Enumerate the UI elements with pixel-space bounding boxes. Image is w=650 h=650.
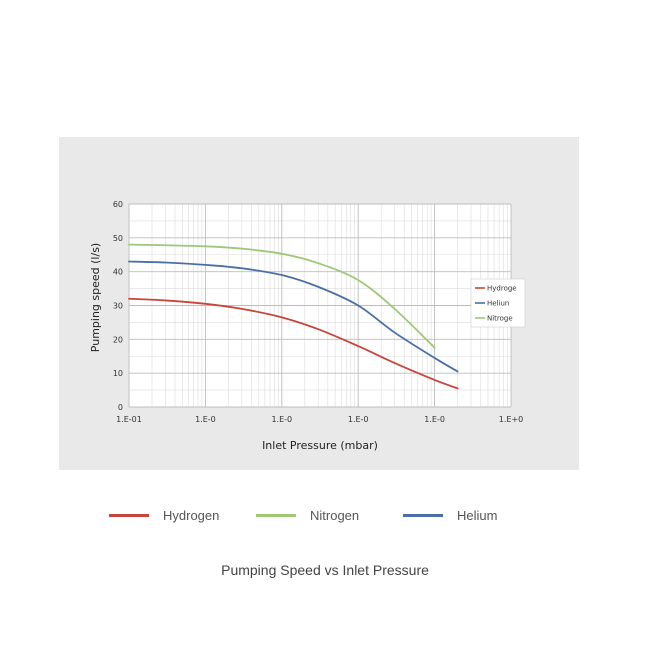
nitrogen-swatch bbox=[256, 513, 296, 517]
key-item-helium: Helium bbox=[403, 503, 497, 527]
legend-label-heliun: Heliun bbox=[487, 300, 509, 308]
y-axis-title: Pumping speed (l/s) bbox=[89, 243, 102, 352]
x-tick-label: 1.E-0 bbox=[348, 415, 369, 424]
chart-panel: 0 10 20 30 40 50 60 1.E-01 1.E-0 1.E-0 1.E-0 1.E-0 1… bbox=[59, 137, 579, 470]
grid-major bbox=[128, 203, 512, 408]
key-label-nitrogen: Nitrogen bbox=[310, 507, 360, 523]
series-key: Hydrogen Nitrogen Helium bbox=[0, 503, 650, 527]
legend-label-nitroge: Nitroge bbox=[487, 315, 513, 323]
chart-legend: Hydroge Heliun Nitroge bbox=[470, 278, 526, 328]
x-axis-title: Inlet Pressure (mbar) bbox=[262, 439, 378, 452]
key-item-hydrogen: Hydrogen bbox=[109, 503, 219, 527]
y-tick-label: 40 bbox=[113, 268, 123, 277]
y-tick-label: 60 bbox=[113, 200, 123, 209]
x-tick-label: 1.E-01 bbox=[116, 415, 142, 424]
y-tick-label: 30 bbox=[113, 302, 123, 311]
legend-label-hydroge: Hydroge bbox=[487, 285, 517, 293]
key-label-helium: Helium bbox=[457, 507, 498, 523]
key-item-nitrogen: Nitrogen bbox=[256, 503, 359, 527]
pumping-speed-chart: 0 10 20 30 40 50 60 1.E-01 1.E-0 1.E-0 1.E-0 1.E-0 1… bbox=[89, 200, 526, 452]
x-tick-label: 1.E-0 bbox=[195, 415, 216, 424]
series-line-heliun bbox=[128, 260, 459, 373]
x-tick-label: 1.E-0 bbox=[271, 415, 292, 424]
x-tick-label: 1.E-0 bbox=[424, 415, 445, 424]
y-tick-label: 50 bbox=[113, 234, 123, 243]
y-tick-label: 20 bbox=[113, 335, 123, 344]
y-tick-label: 0 bbox=[118, 403, 123, 412]
series-layer bbox=[128, 243, 459, 390]
key-label-hydrogen: Hydrogen bbox=[163, 507, 220, 523]
figure-caption: Pumping Speed vs Inlet Pressure bbox=[221, 562, 429, 578]
series-line-nitroge bbox=[128, 243, 436, 349]
tick-labels: 0 10 20 30 40 50 60 1.E-01 1.E-0 1.E-0 1.E-0 1.E-0 1… bbox=[113, 200, 523, 424]
y-tick-label: 10 bbox=[113, 369, 123, 378]
hydrogen-swatch bbox=[109, 513, 149, 517]
helium-swatch bbox=[403, 513, 443, 517]
x-tick-label: 1.E+0 bbox=[499, 415, 523, 424]
series-line-hydroge bbox=[128, 297, 459, 390]
